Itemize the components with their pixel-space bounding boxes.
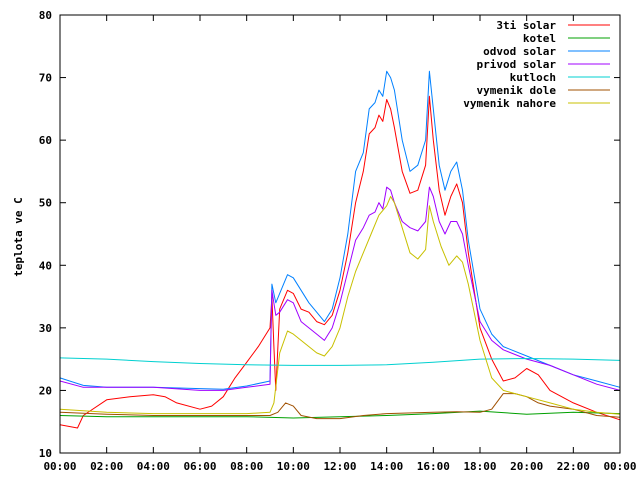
series-lines (59, 70, 621, 429)
legend-label: vymenik dole (477, 84, 557, 97)
x-tick-label: 10:00 (277, 460, 310, 473)
x-axis-ticks: 00:00 02:00 04:00 06:00 08:00 10:00 12:00 14:00… (43, 15, 637, 473)
series-line-2 (59, 70, 621, 390)
x-tick-label: 18:00 (463, 460, 496, 473)
series-line-3 (59, 186, 621, 391)
y-tick-label: 10 (39, 447, 52, 460)
legend-label: privod solar (477, 58, 557, 71)
series-line-6 (59, 196, 621, 415)
series-line-1 (59, 410, 621, 419)
x-tick-label: 12:00 (323, 460, 356, 473)
x-tick-label: 16:00 (417, 460, 450, 473)
y-tick-label: 40 (39, 259, 52, 272)
series-line-4 (59, 357, 621, 366)
y-tick-label: 30 (39, 322, 52, 335)
y-tick-label: 20 (39, 384, 52, 397)
y-axis-label: teplota ve C (12, 197, 25, 276)
x-tick-label: 06:00 (183, 460, 216, 473)
y-tick-label: 50 (39, 197, 52, 210)
x-tick-label: 22:00 (557, 460, 590, 473)
y-tick-label: 80 (39, 9, 52, 22)
y-tick-label: 60 (39, 134, 52, 147)
x-tick-label: 00:00 (43, 460, 76, 473)
x-tick-label: 04:00 (137, 460, 170, 473)
legend-label: vymenik nahore (463, 97, 556, 110)
legend-label: 3ti solar (496, 19, 556, 32)
x-tick-label: 02:00 (90, 460, 123, 473)
legend-label: kotel (523, 32, 556, 45)
y-axis-ticks: 10 20 30 40 50 60 70 80 (39, 9, 620, 460)
legend-label: odvod solar (483, 45, 556, 58)
x-tick-label: 08:00 (230, 460, 263, 473)
x-tick-label: 20:00 (510, 460, 543, 473)
x-tick-label: 00:00 (603, 460, 636, 473)
y-tick-label: 70 (39, 72, 52, 85)
x-tick-label: 14:00 (370, 460, 403, 473)
series-line-0 (59, 95, 621, 429)
legend-label: kutloch (510, 71, 556, 84)
series-line-5 (59, 393, 621, 420)
